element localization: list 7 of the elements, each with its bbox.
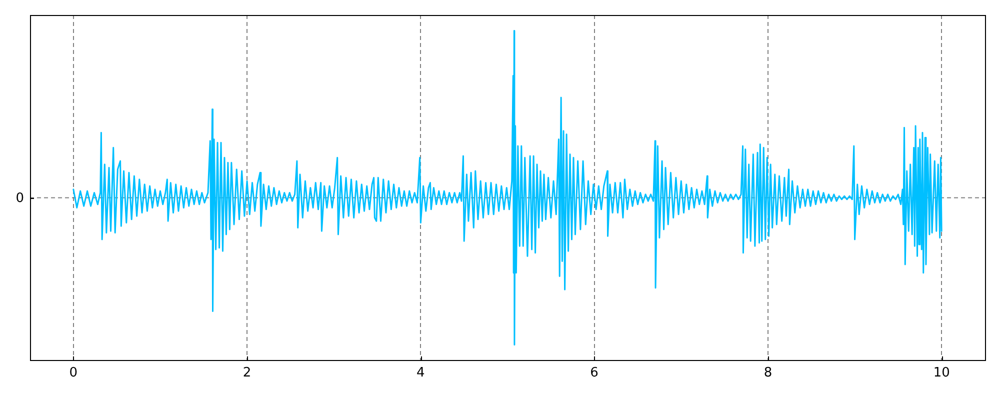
ref-line-label: 0 — [16, 190, 24, 206]
x-tick-label: 2 — [242, 366, 252, 381]
x-tick-label: 4 — [416, 366, 425, 381]
x-tick-label: 0 — [69, 366, 78, 381]
x-tick-label: 8 — [764, 366, 772, 381]
x-tick-label: 6 — [590, 366, 598, 381]
x-tick-label: 10 — [933, 366, 950, 381]
